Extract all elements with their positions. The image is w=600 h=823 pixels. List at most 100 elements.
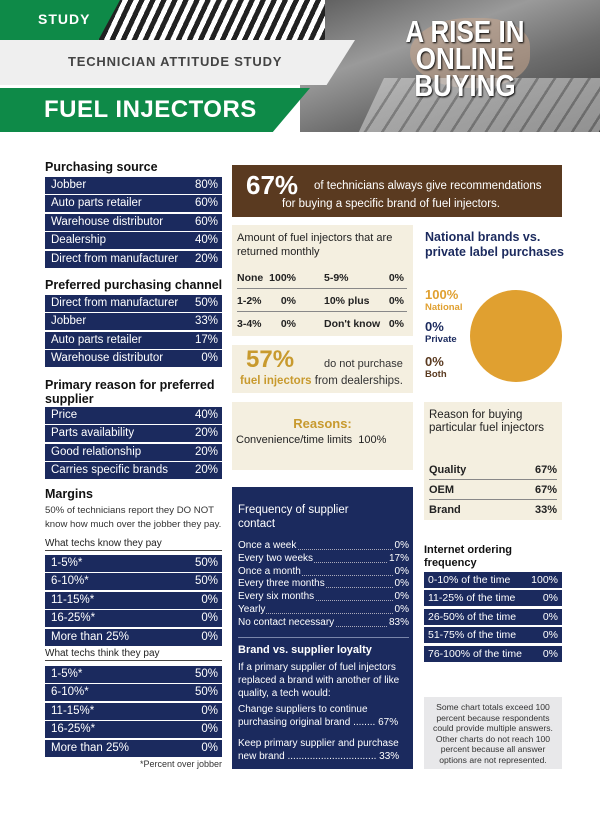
frequency-label: Every three months: [238, 578, 326, 590]
dealership-text-bold: fuel injectors: [240, 375, 312, 387]
purchasing-source-row: Direct from manufacturer 20%: [45, 250, 222, 268]
think-pay-row: More than 25% 0%: [45, 739, 222, 757]
loyalty-option-2: Keep primary supplier and purchase new b…: [238, 737, 410, 763]
decorative-stripes: [95, 0, 325, 40]
internet-ordering-row: 26-50% of the time 0%: [424, 608, 562, 625]
frequency-leader: [238, 600, 409, 602]
preferred-channel-row: Direct from manufacturer 50%: [45, 295, 222, 312]
headline-line-1: A RISE IN: [405, 14, 525, 49]
returned-value: 0%: [388, 318, 404, 330]
headline-line-3: BUYING: [414, 68, 516, 103]
study-tag: STUDY: [0, 0, 120, 40]
frequency-row: Once a month 0%: [238, 565, 409, 578]
returned-label: 5-9%: [324, 272, 349, 284]
returned-monthly-box: Amount of fuel injectors that are return…: [232, 225, 413, 336]
loyalty-option-1-line-1: Change suppliers to continue: [238, 704, 368, 715]
frequency-row: No contact necessary 83%: [238, 616, 409, 629]
returned-label: None: [237, 272, 264, 284]
title-band: FUEL INJECTORS: [0, 88, 310, 132]
reason-buying-value: 67%: [534, 484, 557, 496]
internet-ordering-title-line-2: frequency: [424, 557, 477, 569]
frequency-leader: [238, 561, 409, 563]
internet-ordering-label: 0-10% of the time: [428, 574, 511, 586]
page-title: FUEL INJECTORS: [44, 96, 257, 123]
preferred-channel-value: 33%: [194, 315, 218, 328]
frequency-label: Every two weeks: [238, 552, 315, 564]
reason-buying-box: Reason for buying particular fuel inject…: [424, 402, 562, 520]
think-pay-row: 16-25%* 0%: [45, 721, 222, 739]
frequency-value: 0%: [393, 604, 409, 615]
think-pay-label: 16-25%*: [51, 723, 96, 736]
think-pay-label: 6-10%*: [51, 686, 89, 699]
frequency-value: 0%: [393, 540, 409, 551]
pie-legend-name: Private: [425, 334, 457, 345]
frequency-title-line-2: contact: [238, 518, 276, 530]
loyalty-intro-line-1: If a primary supplier of fuel injectors: [238, 662, 396, 673]
know-pay-row: 11-15%* 0%: [45, 591, 222, 609]
preferred-channel-value: 50%: [194, 297, 218, 309]
preferred-channel-label: Auto parts retailer: [51, 333, 142, 346]
frequency-row: Every three months 0%: [238, 578, 409, 590]
know-pay-label: 16-25%*: [51, 612, 96, 625]
dealership-text-1: do not purchase: [324, 358, 403, 370]
pie-legend-percent: 0%: [425, 354, 444, 369]
hand-image: [410, 18, 530, 88]
frequency-label: Once a week: [238, 540, 298, 551]
reason-buying-row: Quality 67%: [429, 464, 557, 476]
primary-reason-row: Parts availability 20%: [45, 425, 222, 443]
returned-value: 100%: [269, 272, 296, 284]
preferred-channel-label: Direct from manufacturer: [51, 297, 179, 309]
margins-note-line-2: know how much over the jobber they pay.: [45, 519, 222, 530]
frequency-row: Every two weeks 17%: [238, 552, 409, 565]
dealership-callout: 57% do not purchase fuel injectors from …: [232, 345, 413, 393]
margins-title: Margins: [45, 487, 93, 501]
reason-buying-value: 33%: [534, 504, 557, 516]
frequency-leader: [238, 549, 409, 550]
frequency-value: 17%: [387, 552, 409, 564]
primary-reason-title: Primary reason for preferred supplier: [45, 378, 215, 406]
recommendations-text-1: of technicians always give recommendatio…: [314, 180, 542, 192]
think-pay-value: 0%: [201, 741, 218, 754]
returned-divider: [237, 288, 407, 289]
margins-footnote: *Percent over jobber: [140, 759, 223, 769]
frequency-title: Frequency of supplier contact: [238, 503, 349, 531]
frequency-label: Yearly: [238, 604, 267, 615]
know-pay-label: What techs know they pay: [45, 538, 222, 551]
purchasing-source-row: Jobber 80%: [45, 177, 222, 194]
think-pay-row: 11-15%* 0%: [45, 702, 222, 720]
reason-buying-divider: [429, 499, 557, 500]
know-pay-row: 1-5%* 50%: [45, 555, 222, 572]
know-pay-label: 11-15%*: [51, 593, 95, 606]
frequency-value: 0%: [393, 565, 409, 577]
frequency-label: Once a month: [238, 565, 302, 577]
pie-legend-name: National: [425, 302, 463, 313]
reason-buying-title: Reason for buying particular fuel inject…: [429, 409, 545, 434]
header-banner: STUDY TECHNICIAN ATTITUDE STUDY FUEL INJ…: [0, 0, 600, 132]
internet-ordering-label: 26-50% of the time: [428, 610, 517, 623]
recommendations-callout: 67% of technicians always give recommend…: [232, 165, 562, 217]
think-pay-value: 0%: [201, 704, 218, 717]
reasons-title: Reasons:: [293, 416, 352, 431]
internet-ordering-label: 51-75% of the time: [428, 629, 517, 642]
think-pay-value: 50%: [194, 686, 218, 699]
reason-buying-row: Brand 33%: [429, 504, 557, 516]
frequency-label: No contact necessary: [238, 616, 336, 628]
reasons-line: Convenience/time limits 100%: [236, 434, 386, 446]
keyboard-photo: [300, 0, 600, 132]
reason-buying-value: 67%: [534, 464, 557, 476]
returned-label: Don't know: [324, 318, 381, 330]
know-pay-row: 16-25%* 0%: [45, 610, 222, 628]
purchasing-source-row: Warehouse distributor 60%: [45, 213, 222, 231]
reason-buying-divider: [429, 479, 557, 480]
purchasing-source-value: 60%: [194, 197, 218, 210]
purchasing-source-label: Jobber: [51, 179, 87, 191]
reason-buying-label: OEM: [429, 484, 455, 496]
primary-reason-label: Price: [51, 409, 78, 421]
preferred-channel-value: 17%: [194, 333, 218, 346]
loyalty-option-1: Change suppliers to continue purchasing …: [238, 703, 410, 729]
pie-legend-percent: 0%: [425, 319, 444, 334]
frequency-label: Every six months: [238, 591, 316, 603]
internet-ordering-row: 0-10% of the time 100%: [424, 572, 562, 588]
think-pay-label: 11-15%*: [51, 704, 95, 717]
primary-reason-value: 20%: [194, 445, 218, 458]
